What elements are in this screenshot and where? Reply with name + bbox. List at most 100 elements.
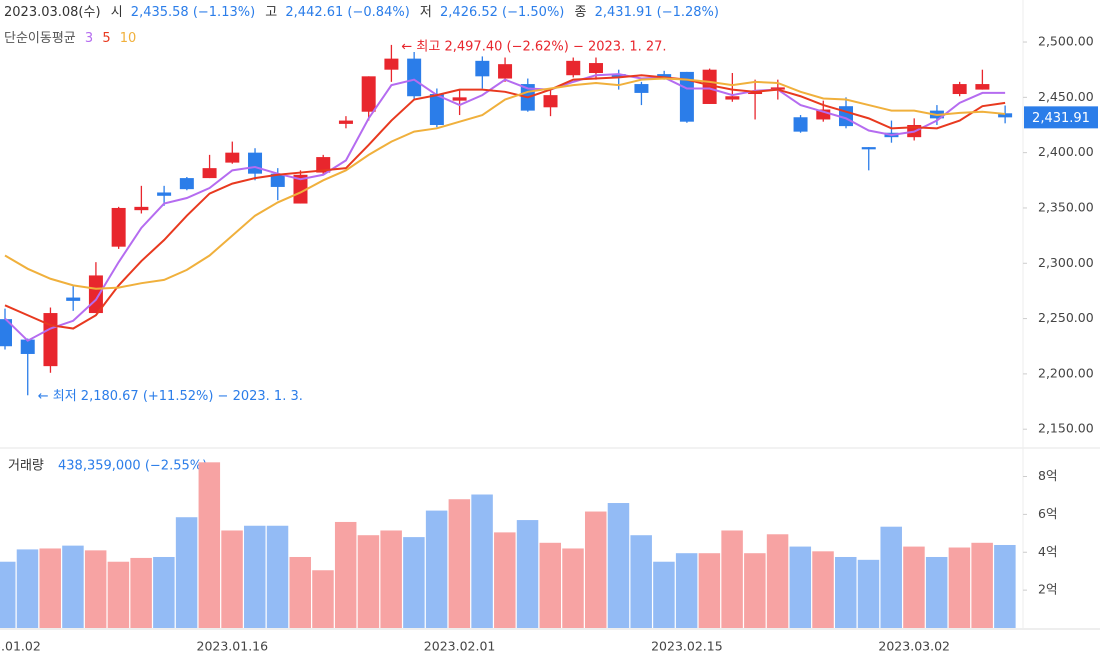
volume-bar (221, 530, 243, 628)
candle-body (566, 60, 581, 76)
volume-bar (835, 556, 857, 628)
volume-bar (721, 530, 743, 628)
price-tag (1024, 106, 1098, 129)
volume-bar (0, 561, 16, 628)
candle-body (793, 117, 808, 132)
y-tick-label: 2,500.00 (1038, 34, 1094, 49)
volume-bar (925, 556, 948, 628)
y-tick-label: 2,350.00 (1038, 199, 1094, 214)
volume-bar (175, 517, 198, 628)
candle-body (611, 74, 626, 78)
candle-body (293, 174, 308, 204)
annotation-high: ← 최고 2,497.40 (−2.62%) − 2023. 1. 27. (401, 39, 666, 54)
volume-bar (16, 549, 39, 628)
low-label: 저 (420, 5, 432, 20)
x-tick-label: 2023.01.16 (197, 639, 269, 654)
volume-bar (675, 553, 698, 628)
candle-body (657, 74, 672, 79)
volume-bar (425, 510, 448, 628)
header: 2023.03.08(수) 시 2,435.58 (−1.13%) 고 2,44… (4, 5, 719, 20)
legend: 단순이동평균 3 5 10 (4, 31, 136, 46)
legend-title: 단순이동평균 (4, 31, 76, 46)
volume-bar (494, 532, 516, 628)
volume-bar (516, 520, 539, 628)
volume-bar (84, 550, 107, 628)
candle-body (316, 157, 331, 173)
volume-bar (812, 551, 834, 628)
volume-bar (39, 548, 61, 628)
volume-bar (266, 525, 289, 628)
volume-bar (289, 556, 311, 628)
candle-body (634, 84, 649, 93)
volume-bar (698, 553, 721, 628)
candle-body (270, 173, 285, 187)
low-value: 2,426.52 (−1.50%) (440, 5, 564, 20)
volume-bar (562, 548, 584, 628)
volume-bar (403, 537, 425, 628)
high-value: 2,442.61 (−0.84%) (285, 5, 409, 20)
candle-body (952, 84, 967, 95)
candle-body (225, 152, 240, 163)
y-tick-label: 2,400.00 (1038, 144, 1094, 159)
volume-bar (312, 570, 334, 628)
open-label: 시 (111, 5, 123, 20)
volume-value: 438,359,000 (−2.55%) (58, 459, 207, 474)
legend-entry: 3 (85, 31, 93, 46)
candle-body (248, 152, 263, 174)
candle-body (338, 120, 353, 124)
volume-bar (994, 544, 1016, 628)
y-tick-label: 4억 (1038, 544, 1057, 559)
ma-line (4, 77, 1006, 290)
volume-bar (62, 545, 84, 628)
volume-bar (539, 542, 562, 628)
volume-bar (107, 561, 130, 628)
volume-bar (857, 559, 880, 628)
volume-bar (630, 535, 652, 628)
candle-body (0, 319, 12, 347)
candle-body (43, 313, 58, 367)
volume-bar (789, 546, 812, 628)
candle-body (361, 76, 376, 112)
price-tag-label: 2,431.91 (1032, 111, 1090, 126)
x-tick-label: 2023.01.02 (0, 639, 41, 654)
candle-body (725, 96, 740, 100)
volume-bar (880, 526, 902, 628)
candle-body (816, 109, 831, 120)
candle-body (384, 58, 399, 70)
volume-bar (948, 547, 971, 628)
y-tick-label: 2,300.00 (1038, 255, 1094, 270)
y-tick-label: 2,450.00 (1038, 89, 1094, 104)
candle-body (975, 84, 990, 90)
y-tick-label: 8억 (1038, 468, 1057, 483)
candle-body (134, 206, 149, 211)
date: 2023.03.08(수) (4, 5, 101, 20)
open-value: 2,435.58 (−1.13%) (131, 5, 255, 20)
volume-bar (153, 556, 175, 628)
y-tick-label: 2,250.00 (1038, 310, 1094, 325)
close-label: 종 (575, 5, 587, 20)
candle-body (202, 168, 217, 179)
volume-bar (471, 494, 493, 628)
candle-body (179, 178, 194, 190)
x-tick-label: 2023.02.15 (651, 639, 723, 654)
volume-title: 거래량 (8, 459, 44, 474)
annotation-low: ← 최저 2,180.67 (+11.52%) − 2023. 1. 3. (38, 389, 303, 404)
legend-entry: 5 (102, 31, 110, 46)
candle-body (111, 207, 126, 247)
volume-bar (448, 499, 471, 628)
volume-bar (766, 534, 789, 628)
candle-body (407, 58, 422, 97)
legend-entry: 10 (120, 31, 137, 46)
candle-body (770, 87, 785, 90)
high-label: 고 (265, 5, 277, 20)
y-tick-label: 2,150.00 (1038, 421, 1094, 436)
volume-bar (380, 530, 402, 628)
candle-body (20, 339, 35, 354)
y-tick-label: 2억 (1038, 582, 1057, 597)
candle-body (498, 64, 513, 79)
volume-bar (130, 557, 152, 628)
x-tick-label: 2023.03.02 (878, 639, 950, 654)
candle-body (452, 97, 467, 101)
ma-line (4, 74, 1006, 330)
